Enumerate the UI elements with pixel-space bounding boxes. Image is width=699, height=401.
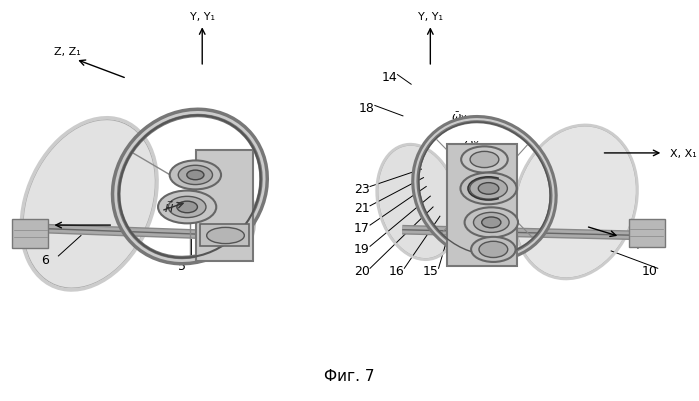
Ellipse shape [461,173,517,205]
Ellipse shape [470,178,507,200]
Text: X, X₁: X, X₁ [16,221,43,231]
Text: Y, Y₁: Y, Y₁ [189,12,215,22]
Ellipse shape [465,208,518,238]
Ellipse shape [23,120,155,288]
Text: 19: 19 [354,242,370,255]
Text: Z, Z₁: Z, Z₁ [54,47,80,57]
Text: 16: 16 [388,264,404,277]
FancyBboxPatch shape [629,220,665,247]
Text: $\bar{\omega}_Y$: $\bar{\omega}_Y$ [451,111,468,125]
Text: 6: 6 [41,254,49,267]
Text: X, X₁: X, X₁ [670,148,697,158]
Text: 10: 10 [642,264,658,277]
Ellipse shape [514,127,636,278]
Ellipse shape [170,161,221,190]
Ellipse shape [377,146,459,259]
Text: 20: 20 [354,264,370,277]
FancyBboxPatch shape [13,219,48,249]
FancyBboxPatch shape [447,145,517,266]
Ellipse shape [473,213,509,233]
Ellipse shape [194,159,254,257]
Ellipse shape [177,202,197,213]
Text: 21: 21 [354,202,370,215]
Text: 15: 15 [422,264,438,277]
Ellipse shape [168,197,206,218]
Text: Y, Y₁: Y, Y₁ [418,12,443,22]
Ellipse shape [178,166,212,185]
Ellipse shape [187,171,204,180]
Ellipse shape [478,183,499,195]
Text: Z, Z₁: Z, Z₁ [629,240,656,250]
Text: 18: 18 [359,101,375,115]
Text: $\omega_X$: $\omega_X$ [463,139,480,150]
FancyBboxPatch shape [196,151,253,262]
Text: 5: 5 [178,259,186,272]
Text: 14: 14 [382,71,397,84]
Text: 17: 17 [354,221,370,234]
Ellipse shape [207,228,245,244]
Text: Фиг. 7: Фиг. 7 [324,368,375,383]
Ellipse shape [158,191,216,224]
Ellipse shape [479,242,507,258]
Ellipse shape [461,147,507,173]
FancyBboxPatch shape [200,225,249,246]
Text: 23: 23 [354,182,370,195]
Text: $\vec{H}$: $\vec{H}$ [164,198,174,214]
Ellipse shape [471,237,516,262]
Ellipse shape [470,152,499,168]
Ellipse shape [482,217,501,228]
